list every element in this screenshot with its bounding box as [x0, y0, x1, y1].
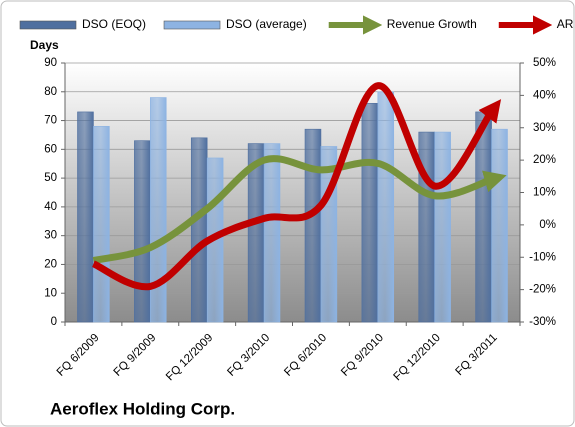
bar [475, 111, 492, 323]
y2-tick-label: 30% [533, 122, 556, 134]
y2-tick-label: -20% [529, 284, 556, 296]
line [92, 155, 507, 264]
y-axis-label: Days [30, 38, 59, 52]
y2-tick-label: -30% [529, 316, 556, 328]
y2-tick-label: 10% [533, 187, 556, 199]
legend-label: AR Growth [557, 17, 575, 31]
bar [361, 102, 379, 323]
bar [377, 91, 395, 323]
y-tick-label: 60 [44, 143, 57, 155]
legend-label: DSO (EOQ) [82, 17, 146, 31]
bar [418, 131, 435, 323]
y-tick-label: 70 [44, 115, 57, 127]
y2-tick-label: 50% [533, 57, 556, 69]
y-tick-label: 50 [44, 172, 57, 184]
legend-swatch [163, 20, 221, 30]
bar [150, 97, 167, 323]
y2-tick-label: 40% [533, 89, 556, 101]
y-tick-label: 90 [44, 57, 57, 69]
bar [93, 126, 110, 323]
y2-tick-label: 20% [533, 154, 556, 166]
y-tick-label: 40 [44, 201, 57, 213]
y2-tick-label: -10% [529, 251, 556, 263]
bar [304, 128, 322, 323]
legend-label: DSO (average) [226, 17, 307, 31]
bar [190, 137, 208, 323]
bar [491, 128, 508, 323]
bar [263, 143, 281, 323]
y-tick-label: 10 [44, 287, 57, 299]
bar [134, 140, 151, 323]
legend-label: Revenue Growth [387, 17, 477, 31]
y-tick-label: 30 [44, 230, 57, 242]
bar [434, 131, 451, 323]
bar [77, 111, 94, 323]
chart-title: Aeroflex Holding Corp. [50, 399, 235, 418]
y-tick-label: 0 [51, 316, 57, 328]
y-tick-label: 80 [44, 86, 57, 98]
line [91, 82, 502, 291]
legend-swatch [19, 20, 77, 30]
y-tick-label: 20 [44, 258, 57, 270]
y2-tick-label: 0% [539, 219, 556, 231]
